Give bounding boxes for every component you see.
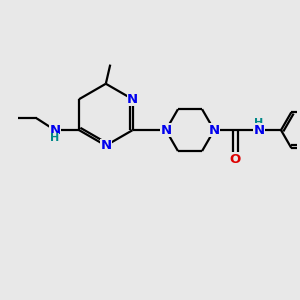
Text: N: N <box>254 124 265 136</box>
Text: N: N <box>160 124 171 136</box>
Text: H: H <box>254 118 263 128</box>
Text: N: N <box>100 139 111 152</box>
Text: N: N <box>208 124 220 136</box>
Text: N: N <box>127 93 138 106</box>
Text: N: N <box>50 124 61 136</box>
Text: O: O <box>230 153 241 166</box>
Text: H: H <box>50 134 59 143</box>
